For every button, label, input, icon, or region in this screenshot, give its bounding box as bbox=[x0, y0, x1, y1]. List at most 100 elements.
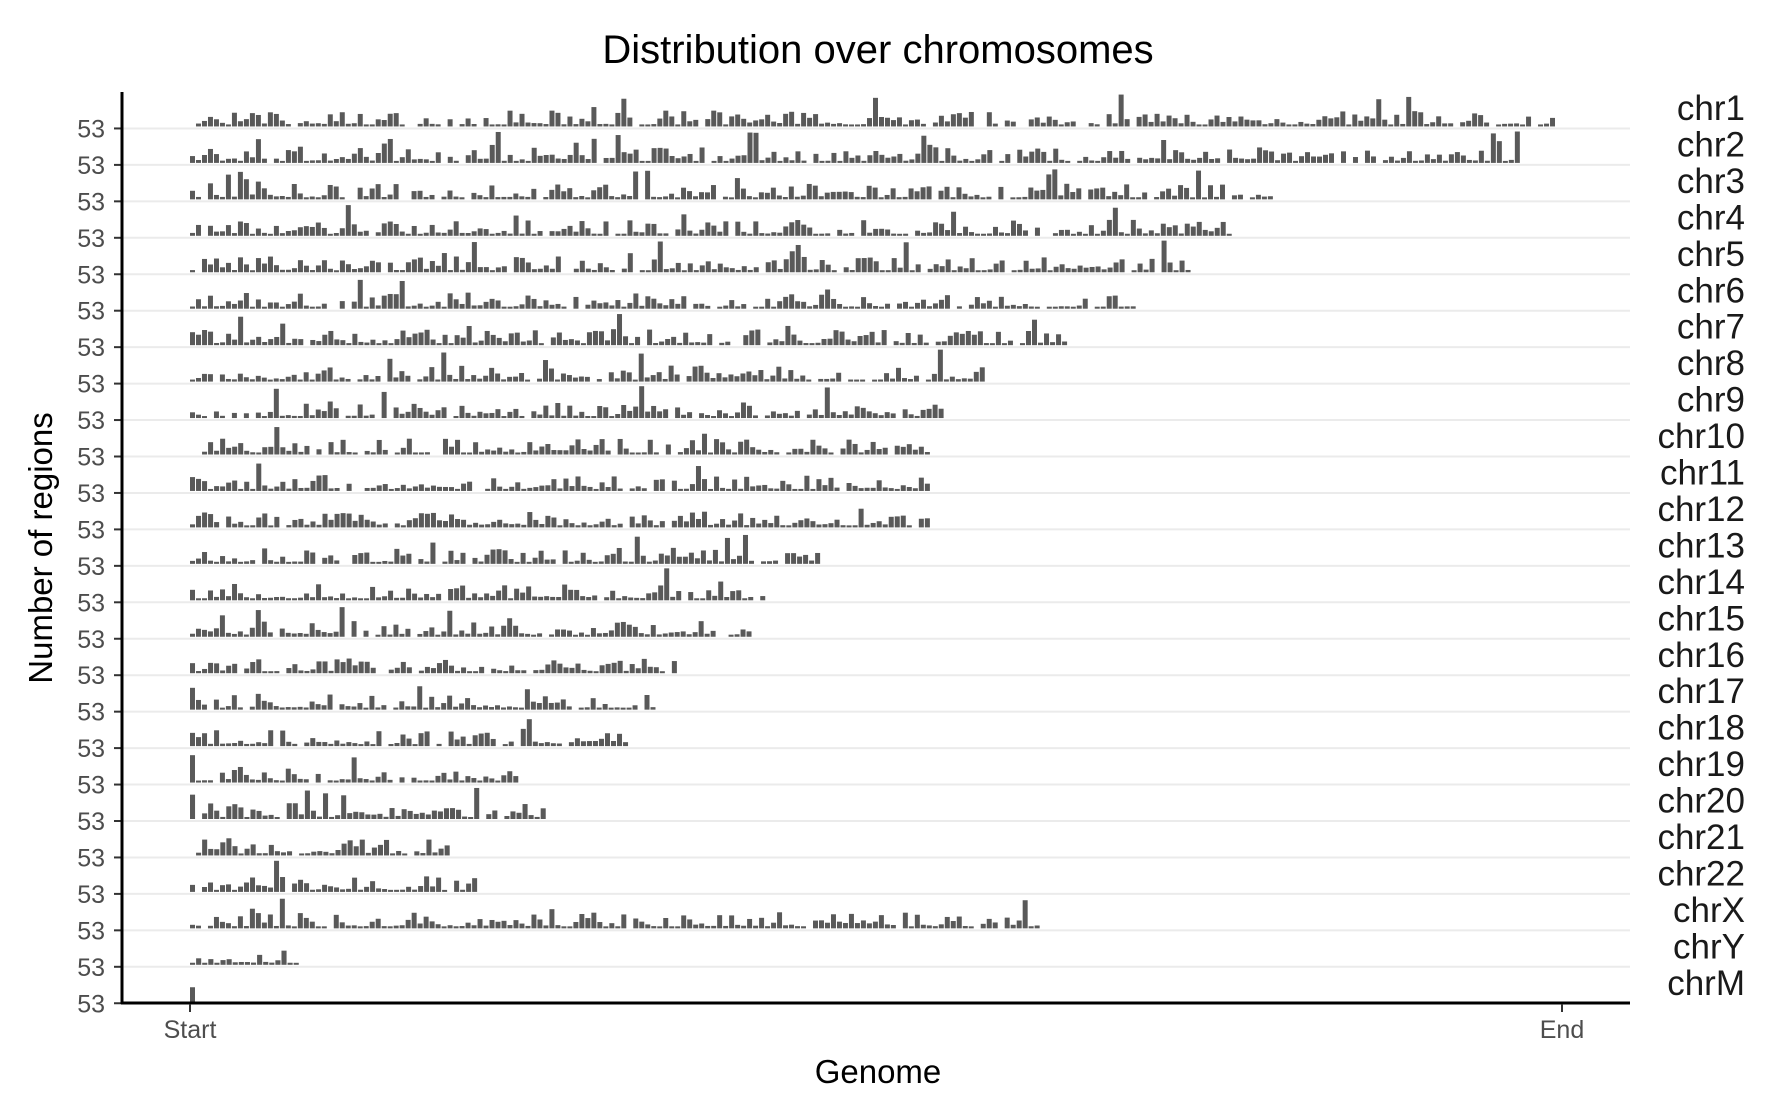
bar bbox=[609, 196, 615, 200]
bar bbox=[309, 123, 315, 127]
bar bbox=[717, 156, 723, 163]
bar bbox=[591, 138, 597, 163]
bar bbox=[699, 229, 705, 236]
bar bbox=[968, 196, 974, 200]
bar bbox=[599, 665, 605, 674]
bar bbox=[585, 416, 591, 419]
bar bbox=[692, 632, 698, 637]
bar bbox=[979, 367, 985, 382]
bar bbox=[220, 486, 226, 491]
bar bbox=[1082, 233, 1088, 236]
bar bbox=[238, 488, 244, 491]
bar bbox=[195, 414, 201, 419]
bar bbox=[400, 484, 406, 491]
bar bbox=[473, 671, 479, 674]
bar bbox=[375, 918, 381, 929]
bar bbox=[687, 191, 693, 200]
bar bbox=[352, 555, 358, 564]
bar bbox=[525, 262, 531, 273]
bar bbox=[738, 488, 744, 491]
bar bbox=[1215, 158, 1221, 163]
bar bbox=[508, 598, 514, 601]
bar bbox=[1328, 118, 1334, 127]
bar bbox=[506, 706, 512, 710]
bar bbox=[399, 925, 405, 929]
bar bbox=[449, 487, 455, 491]
bar bbox=[598, 561, 604, 564]
bar bbox=[418, 484, 424, 491]
bar bbox=[501, 266, 507, 273]
bar bbox=[760, 596, 766, 601]
bar bbox=[992, 123, 998, 127]
bar bbox=[1124, 306, 1130, 309]
bar bbox=[285, 150, 291, 163]
bar bbox=[675, 262, 681, 273]
bar bbox=[1041, 151, 1047, 163]
bar bbox=[513, 408, 519, 419]
bar bbox=[945, 148, 951, 163]
chromosome-label: chr18 bbox=[1657, 709, 1745, 748]
bar bbox=[1484, 122, 1490, 127]
bar bbox=[365, 852, 371, 856]
bar bbox=[430, 339, 436, 346]
bar bbox=[537, 414, 543, 419]
bar bbox=[608, 630, 614, 637]
bar bbox=[309, 306, 315, 309]
bar bbox=[881, 330, 887, 346]
bar bbox=[1028, 926, 1034, 929]
bar bbox=[825, 264, 831, 273]
bar bbox=[220, 842, 226, 856]
bar bbox=[195, 123, 201, 127]
bar bbox=[225, 378, 231, 382]
bar bbox=[695, 518, 701, 528]
bar bbox=[196, 558, 202, 564]
bar bbox=[641, 488, 647, 491]
bar bbox=[1017, 269, 1023, 273]
bar bbox=[938, 924, 944, 929]
bar bbox=[540, 808, 546, 819]
bar bbox=[669, 193, 675, 200]
bar bbox=[1376, 99, 1382, 127]
bar bbox=[1010, 197, 1016, 200]
bar bbox=[621, 404, 627, 419]
bar bbox=[734, 412, 740, 419]
bar bbox=[250, 598, 256, 601]
bar bbox=[291, 707, 297, 710]
bar bbox=[686, 376, 692, 382]
bar bbox=[417, 780, 423, 783]
bar bbox=[207, 225, 213, 236]
bar bbox=[519, 196, 525, 200]
bar bbox=[712, 549, 718, 564]
bar bbox=[429, 367, 435, 382]
bar bbox=[346, 343, 352, 346]
bar bbox=[232, 962, 238, 965]
bar bbox=[190, 755, 195, 783]
bar bbox=[1316, 119, 1322, 127]
bar bbox=[357, 187, 363, 200]
bar bbox=[286, 741, 292, 747]
bar bbox=[393, 223, 399, 236]
bar bbox=[813, 114, 819, 127]
bar bbox=[346, 513, 352, 528]
bar bbox=[705, 119, 711, 127]
bar bbox=[924, 483, 930, 491]
bar bbox=[967, 378, 973, 382]
bar bbox=[854, 196, 860, 200]
bar bbox=[864, 449, 870, 455]
bar bbox=[861, 160, 867, 163]
bar bbox=[1196, 221, 1202, 236]
bar bbox=[201, 780, 207, 783]
bar bbox=[598, 331, 604, 346]
bar bbox=[285, 196, 291, 200]
bar bbox=[369, 780, 375, 783]
bar bbox=[351, 153, 357, 163]
bar bbox=[400, 734, 406, 747]
bar bbox=[621, 233, 627, 236]
bar bbox=[237, 631, 243, 637]
bar bbox=[1329, 153, 1334, 163]
bar bbox=[590, 628, 596, 637]
bar bbox=[346, 742, 352, 747]
bar bbox=[1094, 188, 1100, 200]
bar bbox=[586, 559, 592, 564]
bar bbox=[1010, 304, 1016, 309]
